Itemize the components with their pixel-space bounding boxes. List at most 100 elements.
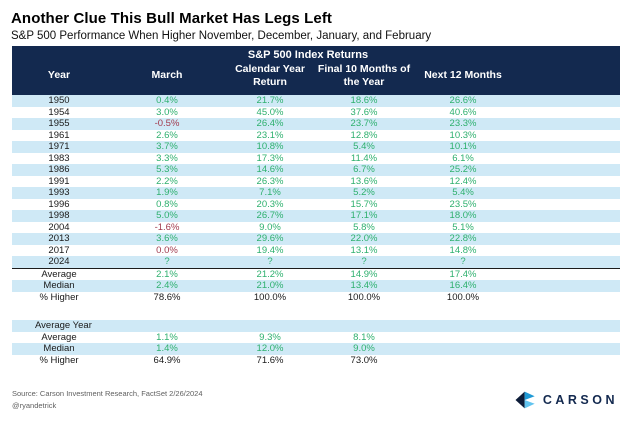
row-label: 1996 xyxy=(48,198,70,210)
final-10-months-cell: 13.4% xyxy=(350,280,378,291)
march-cell: 5.3% xyxy=(156,164,178,175)
row-label: Median xyxy=(43,343,75,354)
next-12-months-cell: 26.6% xyxy=(449,95,477,106)
march-cell: 64.9% xyxy=(153,354,181,366)
calendar-year-cell: 21.0% xyxy=(256,280,284,291)
row-label: 2004 xyxy=(48,221,70,233)
calendar-year-cell: 9.3% xyxy=(259,331,281,343)
final-10-months-cell: 23.7% xyxy=(350,118,378,129)
march-cell: 3.3% xyxy=(156,152,178,164)
march-cell: 1.4% xyxy=(156,343,178,354)
spacer-cell xyxy=(510,176,620,188)
next-12-months-cell: 23.5% xyxy=(449,198,477,210)
row-label: Median xyxy=(43,280,75,291)
next-12-months-cell: 25.2% xyxy=(449,164,477,175)
next-12-months-cell xyxy=(416,320,510,332)
year-row: 2017 0.0% 19.4% 13.1% 14.8% xyxy=(12,245,620,257)
year-row: 1950 0.4% 21.7% 18.6% 26.6% xyxy=(12,95,621,107)
march-cell: 3.0% xyxy=(156,106,178,118)
source-text: Source: Carson Investment Research, Fact… xyxy=(12,389,203,398)
header-blank-cell xyxy=(12,46,106,61)
march-cell: ? xyxy=(106,256,228,269)
year-row: 1983 3.3% 17.3% 11.4% 6.1% xyxy=(12,153,620,165)
row-label: 1950 xyxy=(48,95,70,106)
next-12-months-cell: 10.1% xyxy=(449,141,477,152)
final-10-months-cell: 15.7% xyxy=(350,198,378,210)
spacer-cell xyxy=(510,245,620,257)
next-12-months-cell: 12.4% xyxy=(449,175,477,187)
calendar-year-cell: 26.7% xyxy=(256,210,284,221)
table-body: 1950 0.4% 21.7% 18.6% 26.6% 1954 3.0% 45.0% 37.6… xyxy=(12,95,621,366)
final-10-months-cell: 12.8% xyxy=(350,129,378,141)
final-10-months-cell: 6.7% xyxy=(353,164,375,175)
year-row: 1961 2.6% 23.1% 12.8% 10.3% xyxy=(12,130,620,142)
march-cell: -1.6% xyxy=(154,221,180,233)
march-cell: 2.1% xyxy=(156,268,178,280)
calendar-year-cell: 29.6% xyxy=(256,233,284,244)
spacer-cell xyxy=(510,153,620,165)
year-row: 2004 -1.6% 9.0% 5.8% 5.1% xyxy=(12,222,620,234)
final-10-months-cell: 17.1% xyxy=(350,210,378,221)
calendar-year-cell: 45.0% xyxy=(256,106,284,118)
gap-row xyxy=(12,303,621,320)
spacer-cell xyxy=(510,199,620,211)
next-12-months-cell: 16.4% xyxy=(449,280,477,291)
source-block: Source: Carson Investment Research, Fact… xyxy=(12,388,203,411)
summary-row: Median 2.4% 21.0% 13.4% 16.4% xyxy=(12,280,621,292)
next-12-months-cell: 5.1% xyxy=(452,221,474,233)
page-title: Another Clue This Bull Market Has Legs L… xyxy=(11,10,333,27)
next-12-months-cell: 10.3% xyxy=(449,129,477,141)
spacer-cell xyxy=(510,222,620,234)
calendar-year-cell: 7.1% xyxy=(259,187,281,198)
carson-logo: CARSON xyxy=(515,390,620,410)
row-label: 1983 xyxy=(48,152,70,164)
year-row: 1954 3.0% 45.0% 37.6% 40.6% xyxy=(12,107,620,119)
calendar-year-cell: 12.0% xyxy=(256,343,284,354)
year-row: 1955 -0.5% 26.4% 23.7% 23.3% xyxy=(12,118,621,130)
group-header-row: S&P 500 Index Returns xyxy=(12,46,621,61)
row-label: 1961 xyxy=(48,129,70,141)
year-row: 1971 3.7% 10.8% 5.4% 10.1% xyxy=(12,141,621,153)
summary-row: Average 2.1% 21.2% 14.9% 17.4% xyxy=(12,268,620,280)
next-12-months-cell: 6.1% xyxy=(452,152,474,164)
year-row: 1996 0.8% 20.3% 15.7% 23.5% xyxy=(12,199,620,211)
march-cell: 3.6% xyxy=(156,233,178,244)
next-12-months-cell: 5.4% xyxy=(452,187,474,198)
final-10-months-cell: 100.0% xyxy=(347,291,381,303)
spacer-cell xyxy=(510,95,620,107)
march-cell: 2.2% xyxy=(156,175,178,187)
page-subtitle: S&P 500 Performance When Higher November… xyxy=(11,30,432,42)
calendar-year-cell: 26.3% xyxy=(256,175,284,187)
spacer-cell xyxy=(510,292,620,304)
calendar-year-cell: 21.2% xyxy=(256,268,284,280)
march-cell: 1.9% xyxy=(156,187,178,198)
returns-table: S&P 500 Index Returns Year March Calenda… xyxy=(12,46,621,366)
calendar-year-cell: 23.1% xyxy=(256,129,284,141)
march-cell: 3.7% xyxy=(156,141,178,152)
final-10-months-cell: 14.9% xyxy=(350,268,378,280)
final-10-months-cell: 8.1% xyxy=(353,331,375,343)
final-10-months-cell xyxy=(312,320,416,332)
next-12-months-cell: 40.6% xyxy=(449,106,477,118)
table-header: S&P 500 Index Returns Year March Calenda… xyxy=(12,46,621,95)
spacer-cell xyxy=(510,268,620,280)
spacer-cell xyxy=(510,107,620,119)
col-header-next-12-months: Next 12 Months xyxy=(416,61,511,95)
next-12-months-cell: 17.4% xyxy=(449,268,477,280)
calendar-year-cell xyxy=(228,303,312,320)
row-label: 2017 xyxy=(48,244,70,256)
march-cell: 2.6% xyxy=(156,129,178,141)
final-10-months-cell: 5.4% xyxy=(353,141,375,152)
final-10-months-cell: 13.1% xyxy=(350,244,378,256)
calendar-year-cell: 19.4% xyxy=(256,244,284,256)
final-10-months-cell: 37.6% xyxy=(350,106,378,118)
next-12-months-cell: ? xyxy=(416,256,511,269)
next-12-months-cell: 18.0% xyxy=(449,210,477,221)
col-header-march: March xyxy=(106,61,228,95)
march-cell xyxy=(106,303,228,320)
march-cell: 0.0% xyxy=(156,244,178,256)
next-12-months-cell: 22.8% xyxy=(449,233,477,244)
row-label: % Higher xyxy=(39,291,79,303)
year-row: 1993 1.9% 7.1% 5.2% 5.4% xyxy=(12,187,621,199)
average-year-header-row: Average Year xyxy=(12,320,621,332)
